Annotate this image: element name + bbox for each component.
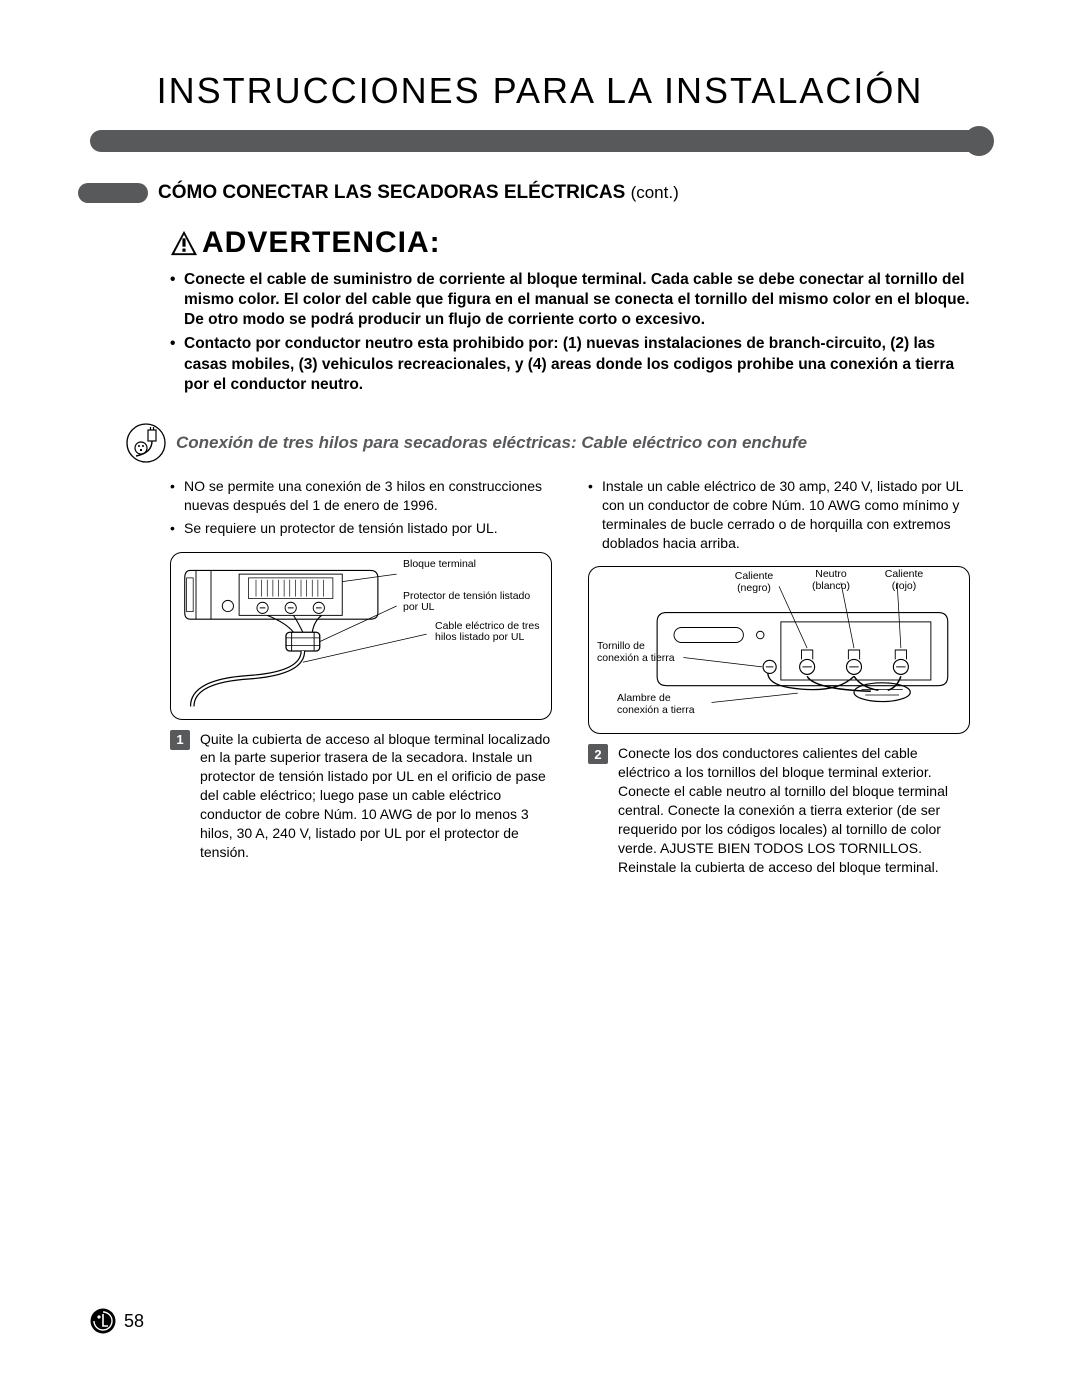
section-heading: CÓMO CONECTAR LAS SECADORAS ELÉCTRICAS (…	[158, 182, 679, 204]
step-row: 2 Conecte los dos conductores calientes …	[588, 744, 970, 876]
right-diagram: Caliente (negro) Neutro (blanco) Calient…	[588, 566, 970, 734]
warning-title-text: ADVERTENCIA:	[202, 226, 441, 260]
subheading-row: Conexión de tres hilos para secadoras el…	[126, 423, 990, 463]
list-item: Instale un cable eléctrico de 30 amp, 24…	[588, 477, 970, 553]
diagram-label: Caliente (negro)	[727, 571, 781, 594]
diagram-label: Bloque terminal	[403, 559, 476, 571]
list-item: Se requiere un protector de tensión list…	[170, 519, 552, 538]
page-title: INSTRUCCIONES PARA LA INSTALACIÓN	[90, 70, 990, 112]
page-number: 58	[124, 1311, 144, 1332]
warning-title: ADVERTENCIA:	[170, 226, 970, 260]
step-number-badge: 1	[170, 730, 190, 750]
page-footer: 58	[90, 1308, 144, 1334]
subheading-text: Conexión de tres hilos para secadoras el…	[176, 433, 807, 453]
lg-logo-icon	[90, 1308, 116, 1334]
section-heading-row: CÓMO CONECTAR LAS SECADORAS ELÉCTRICAS (…	[78, 182, 990, 204]
plug-icon	[126, 423, 166, 463]
step-number-badge: 2	[588, 744, 608, 764]
left-diagram: Bloque terminal Protector de tensión lis…	[170, 552, 552, 720]
diagram-label: Neutro (blanco)	[805, 569, 857, 592]
right-column: Instale un cable eléctrico de 30 amp, 24…	[588, 477, 970, 877]
two-column-layout: NO se permite una conexión de 3 hilos en…	[170, 477, 970, 877]
warning-block: ADVERTENCIA: Conecte el cable de suminis…	[170, 226, 970, 395]
right-bullets: Instale un cable eléctrico de 30 amp, 24…	[588, 477, 970, 553]
diagram-label: Alambre de conexión a tierra	[617, 693, 713, 716]
section-lozenge	[78, 183, 148, 203]
section-heading-cont: (cont.)	[631, 183, 679, 202]
title-divider-bar	[90, 130, 990, 152]
section-heading-main: CÓMO CONECTAR LAS SECADORAS ELÉCTRICAS	[158, 182, 625, 203]
left-bullets: NO se permite una conexión de 3 hilos en…	[170, 477, 552, 538]
diagram-label: Tornillo de conexión a tierra	[597, 641, 683, 664]
diagram-label: Protector de tensión listado por UL	[403, 591, 543, 614]
step-row: 1 Quite la cubierta de acceso al bloque …	[170, 730, 552, 862]
left-column: NO se permite una conexión de 3 hilos en…	[170, 477, 552, 877]
diagram-label: Cable eléctrico de tres hilos listado po…	[435, 621, 545, 644]
warning-bullet: Contacto por conductor neutro esta prohi…	[170, 334, 970, 394]
list-item: NO se permite una conexión de 3 hilos en…	[170, 477, 552, 515]
step-text: Conecte los dos conductores calientes de…	[618, 744, 970, 876]
warning-bullet: Conecte el cable de suministro de corrie…	[170, 270, 970, 330]
diagram-label: Caliente (rojo)	[879, 569, 929, 592]
warning-triangle-icon	[170, 230, 198, 256]
warning-list: Conecte el cable de suministro de corrie…	[170, 270, 970, 395]
step-text: Quite la cubierta de acceso al bloque te…	[200, 730, 552, 862]
